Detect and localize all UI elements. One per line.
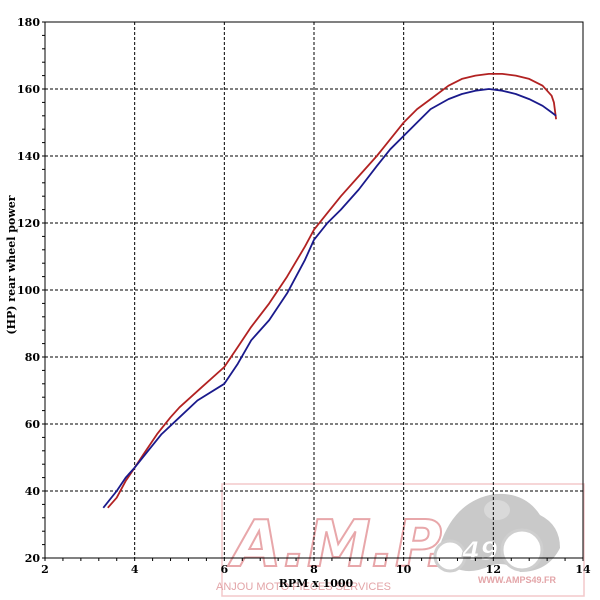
y-tick-label: 80 bbox=[25, 351, 41, 364]
x-tick-label: 10 bbox=[396, 563, 412, 576]
x-tick-label: 2 bbox=[41, 563, 49, 576]
x-tick-label: 12 bbox=[486, 563, 501, 576]
watermark-website: WWW.AMPS49.FR bbox=[478, 575, 556, 585]
watermark-badge-number: 49 bbox=[461, 537, 498, 567]
watermark-company: ANJOU MOTO PIECES SERVICES bbox=[216, 581, 391, 593]
axes: 2 4 6 8 10 12 14 20 40 60 80 100 120 140 160 180 bbox=[17, 16, 591, 576]
watermark-frame bbox=[221, 483, 585, 597]
series-line-blue bbox=[102, 88, 557, 509]
series-line-red bbox=[107, 73, 557, 509]
x-axis-label: RPM x 1000 bbox=[279, 577, 354, 590]
y-tick-label: 20 bbox=[25, 552, 41, 565]
y-tick-label: 100 bbox=[17, 284, 40, 297]
x-tick-label: 8 bbox=[310, 563, 318, 576]
y-axis-label: (HP) rear wheel power bbox=[5, 195, 18, 334]
y-tick-label: 180 bbox=[17, 16, 40, 29]
x-tick-label: 4 bbox=[131, 563, 139, 576]
y-tick-label: 60 bbox=[25, 418, 41, 431]
y-tick-label: 40 bbox=[25, 485, 41, 498]
amps-watermark: A.M.P.S 49 ANJOU MOTO PIECES SERVICES WW… bbox=[216, 483, 585, 597]
y-tick-label: 120 bbox=[17, 217, 40, 230]
x-tick-label: 14 bbox=[575, 563, 591, 576]
y-tick-label: 160 bbox=[17, 83, 40, 96]
series-layer bbox=[102, 73, 557, 509]
motorcycle-icon bbox=[433, 493, 560, 573]
x-tick-label: 6 bbox=[221, 563, 229, 576]
y-tick-label: 140 bbox=[17, 150, 40, 163]
